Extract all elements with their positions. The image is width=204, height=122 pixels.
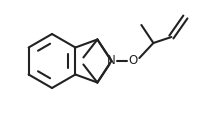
Text: N: N (107, 55, 116, 67)
Text: O: O (129, 55, 138, 67)
